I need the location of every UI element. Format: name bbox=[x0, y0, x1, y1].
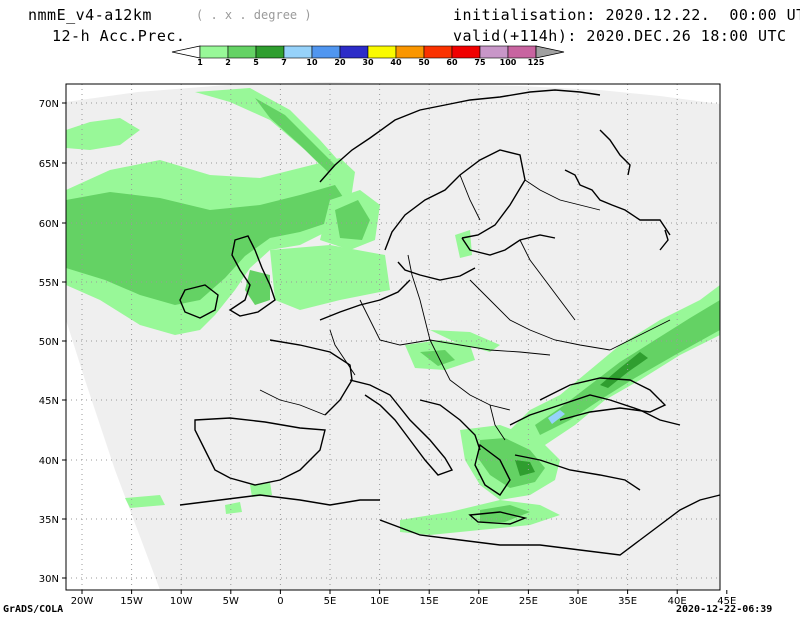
colorbar-level-label: 5 bbox=[253, 58, 259, 67]
colorbar-swatch bbox=[451, 45, 481, 59]
country-borders bbox=[259, 174, 671, 441]
colorbar-swatch bbox=[395, 45, 425, 59]
colorbar: 1 2 5 7 10 20 30 40 50 60 75 100 125 bbox=[171, 45, 565, 67]
colorbar-swatch bbox=[339, 45, 369, 59]
colorbar-level-label: 30 bbox=[362, 58, 374, 67]
colorbar-level-label: 75 bbox=[474, 58, 486, 67]
colorbar-swatch bbox=[283, 45, 313, 59]
lat-label: 45N bbox=[39, 396, 59, 407]
colorbar-level-label: 2 bbox=[225, 58, 231, 67]
colorbar-level-label: 7 bbox=[281, 58, 287, 67]
units-label: ( . x . degree ) bbox=[196, 8, 312, 22]
colorbar-level-label: 20 bbox=[334, 58, 346, 67]
lon-label: 5E bbox=[324, 596, 337, 607]
initialisation-time: initialisation: 2020.12.22. 00:00 UTC bbox=[453, 6, 800, 24]
lon-label: 0 bbox=[277, 596, 283, 607]
coastlines bbox=[179, 89, 721, 556]
colorbar-swatch bbox=[227, 45, 257, 59]
colorbar-swatch bbox=[479, 45, 509, 59]
footer-right: 2020-12-22-06:39 bbox=[676, 604, 773, 615]
precipitation-areas bbox=[66, 88, 720, 535]
colorbar-level-label: 10 bbox=[306, 58, 318, 67]
colorbar-level-label: 1 bbox=[197, 58, 203, 67]
colorbar-level-label: 60 bbox=[446, 58, 458, 67]
lat-label: 65N bbox=[39, 159, 59, 170]
lat-label: 50N bbox=[39, 337, 59, 348]
colorbar-right-arrow bbox=[535, 45, 565, 59]
lon-label: 5W bbox=[223, 596, 239, 607]
model-name: nmmE_v4-a12km bbox=[28, 6, 152, 24]
lon-label: 25E bbox=[519, 596, 538, 607]
lon-label: 20W bbox=[71, 596, 94, 607]
lat-label: 30N bbox=[39, 574, 59, 585]
colorbar-left-arrow bbox=[171, 45, 201, 59]
lon-label: 15E bbox=[420, 596, 439, 607]
longitude-labels: 20W 15W 10W 5W 0 5E 10E 15E 20E 25E 30E 35E 40E 45E bbox=[71, 590, 736, 607]
field-name: 12-h Acc.Prec. bbox=[52, 27, 186, 45]
colorbar-level-label: 40 bbox=[390, 58, 402, 67]
lon-label: 10W bbox=[170, 596, 193, 607]
lon-label: 45E bbox=[717, 596, 736, 607]
lon-label: 35E bbox=[618, 596, 637, 607]
latitude-labels: 70N 65N 60N 55N 50N 45N 40N 35N 30N bbox=[39, 99, 66, 585]
model-domain bbox=[66, 82, 720, 590]
colorbar-level-label: 100 bbox=[500, 58, 517, 67]
map-frame bbox=[65, 83, 721, 591]
lat-label: 40N bbox=[39, 456, 59, 467]
colorbar-swatch bbox=[311, 45, 341, 59]
lon-label: 30E bbox=[568, 596, 587, 607]
lon-label: 10E bbox=[370, 596, 389, 607]
lat-label: 70N bbox=[39, 99, 59, 110]
colorbar-swatch bbox=[255, 45, 285, 59]
valid-time: valid(+114h): 2020.DEC.26 18:00 UTC bbox=[453, 27, 787, 45]
colorbar-level-label: 125 bbox=[528, 58, 545, 67]
lon-label: 20E bbox=[469, 596, 488, 607]
colorbar-level-label: 50 bbox=[418, 58, 430, 67]
footer-left: GrADS/COLA bbox=[3, 604, 64, 615]
lon-label: 15W bbox=[120, 596, 143, 607]
colorbar-swatch bbox=[199, 45, 229, 59]
lat-label: 55N bbox=[39, 278, 59, 289]
colorbar-swatch bbox=[507, 45, 537, 59]
lon-label: 40E bbox=[668, 596, 687, 607]
colorbar-swatch bbox=[367, 45, 397, 59]
lat-label: 35N bbox=[39, 515, 59, 526]
lat-label: 60N bbox=[39, 219, 59, 230]
colorbar-swatch bbox=[423, 45, 453, 59]
